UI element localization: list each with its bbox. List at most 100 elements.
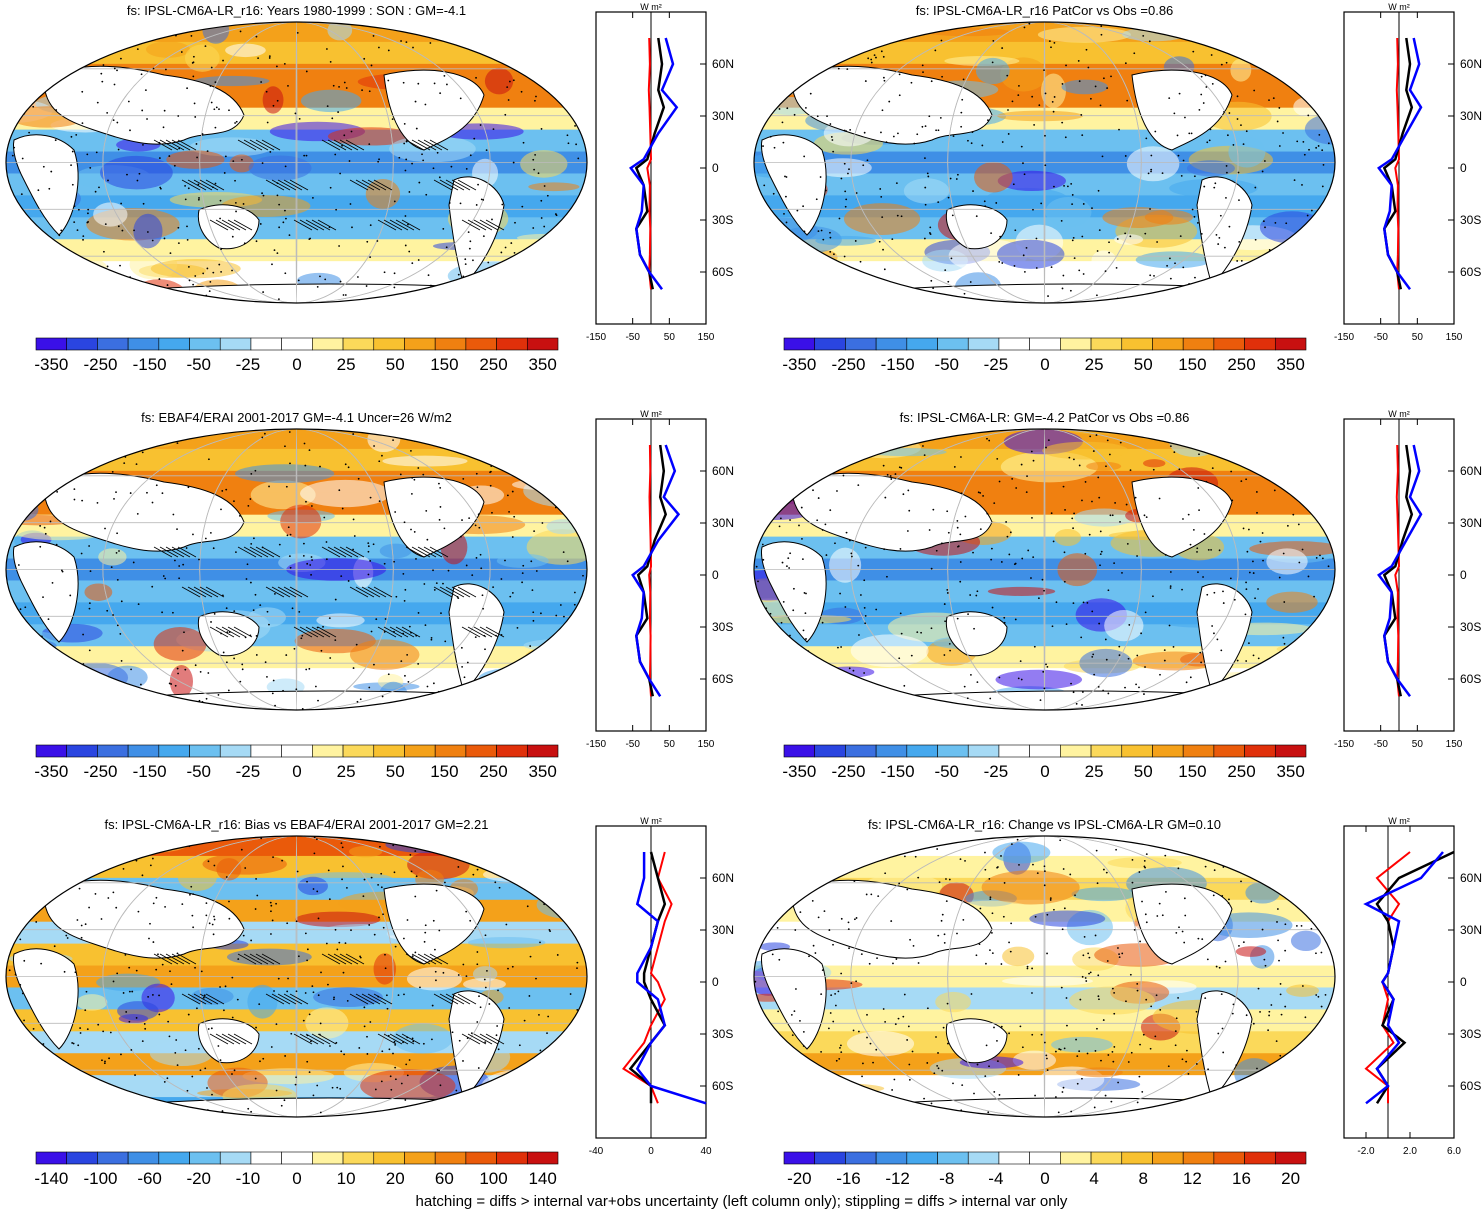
colorbar-swatch (404, 1151, 436, 1165)
zonal-lat-label: 30S (1460, 1027, 1481, 1041)
colorbar-label: 12 (1183, 1169, 1202, 1188)
world-map (753, 835, 1336, 1118)
zonal-mean-plot: W m² -40 0 40 60N 30N 0 30S 60S (589, 816, 734, 1157)
zonal-mean-plot: W m² -150 -50 50 150 60N 30N 0 30S 60S (586, 2, 734, 343)
colorbar: -350 -250 -150 -50 -25 0 25 50 150 250 350 (34, 744, 559, 781)
colorbar-label: -350 (782, 762, 816, 781)
zonal-xtick: 150 (698, 332, 715, 343)
colorbar-label: -50 (186, 355, 211, 374)
zonal-lat-label: 30N (1460, 923, 1482, 937)
colorbar-label: -50 (934, 355, 959, 374)
zonal-lat-label: 0 (712, 975, 719, 989)
zonal-mean-plot: W m² -150 -50 50 150 60N 30N 0 30S 60S (586, 409, 734, 750)
colorbar-label: 25 (1085, 762, 1104, 781)
colorbar-swatch (189, 337, 221, 351)
colorbar-swatch (875, 744, 908, 758)
zonal-series-line (622, 851, 673, 1104)
colorbar-label: 250 (1227, 762, 1255, 781)
zonal-series-line (631, 444, 681, 697)
zonal-mean-plot: W m² -2.0 2.0 6.0 60N 30N 0 30S 60S (1343, 816, 1482, 1157)
colorbar-swatch (998, 744, 1030, 758)
panel-title: fs: IPSL-CM6A-LR_r16: Bias vs EBAF4/ERAI… (104, 817, 489, 832)
colorbar-swatch (526, 337, 559, 351)
colorbar-label: 50 (386, 355, 405, 374)
zonal-xtick: 50 (664, 332, 676, 343)
colorbar-swatch (1029, 744, 1061, 758)
colorbar-label: 350 (1276, 762, 1304, 781)
colorbar-swatch (219, 337, 252, 351)
zonal-xtick: -2.0 (1357, 1146, 1375, 1157)
colorbar-swatch (127, 337, 160, 351)
colorbar-swatch (526, 1151, 559, 1165)
colorbar-swatch (189, 744, 221, 758)
colorbar-swatch (845, 744, 877, 758)
colorbar-swatch (1029, 337, 1061, 351)
colorbar-swatch (906, 337, 938, 351)
panel-title: fs: IPSL-CM6A-LR_r16 PatCor vs Obs =0.86 (915, 3, 1174, 18)
colorbar-swatch (967, 1151, 1000, 1165)
colorbar-label: 150 (430, 762, 458, 781)
zonal-xtick: 40 (700, 1146, 712, 1157)
zonal-xtick: -150 (586, 332, 606, 343)
zonal-unit: W m² (640, 816, 662, 826)
colorbar-swatch (814, 744, 846, 758)
zonal-xtick: 150 (698, 739, 715, 750)
panel-p1: fs: IPSL-CM6A-LR_r16: Years 1980-1999 : … (4, 0, 734, 400)
colorbar-swatch (1090, 744, 1123, 758)
colorbar-label: -250 (831, 355, 865, 374)
panel-p3: fs: EBAF4/ERAI 2001-2017 GM=-4.1 Uncer=2… (4, 407, 734, 807)
colorbar-swatch (1152, 1151, 1184, 1165)
colorbar-label: 0 (1040, 1169, 1049, 1188)
zonal-lat-label: 30S (1460, 213, 1481, 227)
colorbar-label: 20 (386, 1169, 405, 1188)
zonal-xtick: -150 (586, 739, 606, 750)
colorbar-swatch (875, 1151, 908, 1165)
zonal-mean-plot: W m² -150 -50 50 150 60N 30N 0 30S 60S (1334, 2, 1482, 343)
colorbar-label: -20 (787, 1169, 812, 1188)
panel-p5: fs: IPSL-CM6A-LR_r16: Bias vs EBAF4/ERAI… (4, 814, 734, 1214)
zonal-xtick: 150 (1446, 739, 1463, 750)
zonal-lat-label: 30N (1460, 109, 1482, 123)
colorbar-label: 0 (1040, 355, 1049, 374)
zonal-unit: W m² (1388, 409, 1410, 419)
colorbar-swatch (342, 337, 375, 351)
colorbar-swatch (496, 1151, 528, 1165)
colorbar-swatch (1060, 337, 1092, 351)
colorbar-swatch (1244, 337, 1276, 351)
zonal-lat-label: 30N (712, 516, 734, 530)
colorbar-label: -250 (83, 762, 117, 781)
colorbar-label: 250 (479, 762, 507, 781)
colorbar-swatch (1213, 337, 1245, 351)
colorbar-label: -250 (831, 762, 865, 781)
zonal-xtick: 2.0 (1403, 1146, 1417, 1157)
colorbar-swatch (1060, 744, 1092, 758)
colorbar-swatch (814, 1151, 846, 1165)
colorbar-label: 0 (292, 355, 301, 374)
colorbar-swatch (1121, 1151, 1153, 1165)
colorbar-swatch (35, 337, 68, 351)
colorbar-swatch (158, 337, 190, 351)
colorbar-swatch (526, 744, 559, 758)
colorbar-swatch (434, 337, 467, 351)
colorbar-swatch (1121, 744, 1153, 758)
colorbar-label: 4 (1089, 1169, 1098, 1188)
zonal-lat-label: 60S (1460, 1079, 1481, 1093)
zonal-lat-label: 30N (712, 923, 734, 937)
colorbar-swatch (783, 744, 816, 758)
zonal-series-line (1394, 37, 1401, 290)
colorbar-label: 0 (292, 762, 301, 781)
colorbar-label: 350 (528, 355, 556, 374)
colorbar-label: 16 (1232, 1169, 1251, 1188)
colorbar-swatch (1060, 1151, 1092, 1165)
colorbar-label: 350 (528, 762, 556, 781)
colorbar-swatch (1182, 337, 1215, 351)
panel-p2: fs: IPSL-CM6A-LR_r16 PatCor vs Obs =0.86… (752, 0, 1482, 400)
zonal-lat-label: 0 (1460, 161, 1467, 175)
colorbar: -140 -100 -60 -20 -10 0 10 20 60 100 140 (34, 1151, 559, 1188)
colorbar-label: -350 (34, 762, 68, 781)
colorbar-label: -10 (236, 1169, 261, 1188)
colorbar-swatch (373, 337, 405, 351)
zonal-lat-label: 60N (712, 57, 734, 71)
colorbar-swatch (814, 337, 846, 351)
colorbar-label: -100 (83, 1169, 117, 1188)
